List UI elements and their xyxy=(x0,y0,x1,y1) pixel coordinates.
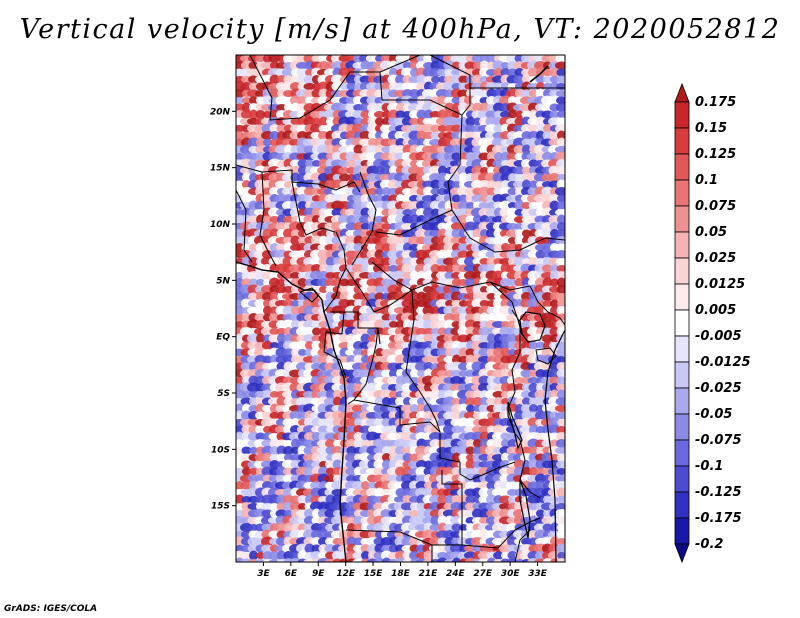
lat-tick-label: 10S xyxy=(211,445,230,455)
colorbar-segment xyxy=(674,361,690,389)
lat-tick-label: 20N xyxy=(210,107,231,117)
colorbar-segment xyxy=(674,309,690,337)
border xyxy=(323,231,347,313)
border xyxy=(351,171,377,266)
lon-tick-label: 15E xyxy=(364,569,384,579)
latitude-axis: 20N 15N 10N 5N EQ 5S 10S 15S xyxy=(210,107,236,512)
lon-tick-label: 21E xyxy=(419,569,439,579)
colorbar-label: 0.125 xyxy=(695,147,736,162)
lake xyxy=(298,287,319,303)
border xyxy=(375,209,565,253)
colorbar-segment xyxy=(674,335,690,363)
lat-tick-label: 15S xyxy=(211,502,230,512)
border xyxy=(507,309,521,409)
lat-tick-label: 10N xyxy=(210,220,231,230)
coast-detail xyxy=(529,65,549,83)
map-title: Vertical velocity [m/s] at 400hPa, VT: 2… xyxy=(19,14,781,45)
colorbar-label: -0.175 xyxy=(695,511,742,526)
colorbar-segment xyxy=(674,257,690,285)
colorbar-segment xyxy=(674,283,690,311)
country-borders xyxy=(236,55,565,562)
lake xyxy=(535,347,557,365)
colorbar-label: 0.1 xyxy=(695,173,718,188)
lon-tick-label: 9E xyxy=(312,569,325,579)
border xyxy=(249,55,421,121)
border xyxy=(291,181,336,236)
credit-label: GrADS: IGES/COLA xyxy=(4,604,98,614)
border xyxy=(236,189,253,263)
longitude-axis: 3E 6E 9E 12E 15E 18E 21E 24E 27E 30E 33E xyxy=(257,562,548,579)
lake xyxy=(519,479,531,539)
colorbar-segment xyxy=(674,439,690,467)
border xyxy=(236,164,361,193)
lon-tick-label: 33E xyxy=(528,569,548,579)
lon-tick-label: 27E xyxy=(473,569,493,579)
border xyxy=(353,399,481,481)
colorbar-segment xyxy=(674,465,690,493)
colorbar-label: 0.025 xyxy=(695,251,736,266)
colorbar-label: -0.1 xyxy=(695,459,723,474)
border xyxy=(431,470,463,562)
lon-tick-label: 30E xyxy=(501,569,521,579)
lon-tick-label: 18E xyxy=(391,569,411,579)
colorbar-label: 0.15 xyxy=(695,121,727,136)
colorbar-label: -0.0125 xyxy=(695,355,751,370)
colorbar-label: -0.075 xyxy=(695,433,742,448)
border xyxy=(429,55,471,116)
lat-tick-label: 5N xyxy=(216,276,230,286)
lat-tick-label: 15N xyxy=(210,164,231,174)
colorbar-label: -0.025 xyxy=(695,381,742,396)
colorbar-segment xyxy=(674,231,690,259)
colorbar: 0.175 0.15 0.125 0.1 0.075 0.05 0.025 0.0125 0.0… xyxy=(674,82,751,564)
colorbar-label: -0.2 xyxy=(695,537,723,552)
colorbar-label: -0.005 xyxy=(695,329,742,344)
lon-tick-label: 6E xyxy=(285,569,298,579)
colorbar-label: 0.0125 xyxy=(695,277,745,292)
border xyxy=(405,289,441,433)
lon-tick-label: 3E xyxy=(257,569,270,579)
border xyxy=(345,529,433,546)
lake xyxy=(519,311,546,343)
colorbar-segment xyxy=(674,179,690,207)
colorbar-segment xyxy=(674,101,690,129)
colorbar-segment xyxy=(674,153,690,181)
colorbar-segment xyxy=(674,387,690,415)
colorbar-segment xyxy=(674,82,690,103)
colorbar-segment xyxy=(674,517,690,545)
lat-tick-label: EQ xyxy=(216,333,230,343)
colorbar-segment xyxy=(674,543,690,564)
velocity-field xyxy=(236,55,565,562)
lake xyxy=(507,401,523,450)
border xyxy=(347,327,379,405)
colorbar-label: 0.005 xyxy=(695,303,736,318)
border xyxy=(479,461,516,477)
lat-tick-label: 5S xyxy=(217,389,230,399)
colorbar-label: 0.075 xyxy=(695,199,736,214)
colorbar-label: -0.05 xyxy=(695,407,732,422)
border xyxy=(371,261,531,291)
colorbar-segment xyxy=(674,491,690,519)
colorbar-label: -0.125 xyxy=(695,485,742,500)
border xyxy=(373,289,413,313)
border xyxy=(529,285,565,326)
colorbar-segment xyxy=(674,127,690,155)
border xyxy=(323,311,347,379)
border xyxy=(345,267,375,313)
colorbar-label: 0.05 xyxy=(695,225,727,240)
border xyxy=(461,517,541,549)
colorbar-segment xyxy=(674,205,690,233)
border xyxy=(259,171,277,267)
lon-tick-label: 12E xyxy=(336,569,356,579)
lon-tick-label: 24E xyxy=(446,569,466,579)
colorbar-label: 0.175 xyxy=(695,95,736,110)
border xyxy=(330,311,381,345)
colorbar-segment xyxy=(674,413,690,441)
